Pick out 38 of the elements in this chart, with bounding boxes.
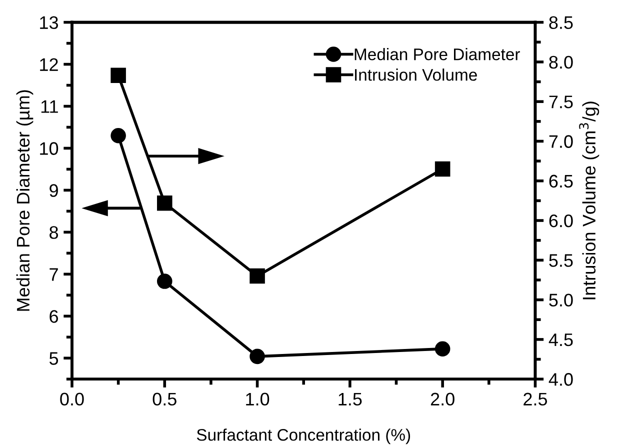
x-tick-label: 1.0 (246, 392, 270, 406)
legend-label: Median Pore Diameter (354, 48, 520, 60)
y2-tick-label: 8.5 (549, 16, 573, 30)
y-tick-label: 13 (40, 16, 58, 30)
y-tick-label: 6 (50, 310, 58, 323)
x-tick-label: 0.5 (152, 392, 176, 406)
point (434, 341, 450, 357)
point (434, 161, 450, 177)
point (110, 68, 126, 84)
y-tick-label: 9 (50, 184, 58, 197)
y-tick-label: 11 (41, 100, 58, 113)
x-tick-label: 2.0 (430, 392, 454, 406)
point (250, 268, 265, 284)
y2-tick-label: 5.0 (549, 294, 573, 307)
point (157, 195, 172, 211)
point (250, 348, 265, 364)
y2-tick-label: 8.0 (549, 56, 573, 69)
legend-label: Intrusion Volume (355, 68, 477, 81)
y-tick-label: 10 (40, 142, 58, 155)
y2-tick-label: 6.5 (549, 174, 573, 188)
y-axis-title: Median Pore Diameter (µm) (16, 90, 34, 311)
y-tick-label: 5 (49, 352, 58, 365)
x-axis-title: Surfactant Concentration (%) (196, 428, 410, 444)
y2-axis-title: Intrusion Volume (cm$^{3}$/g) (579, 102, 600, 300)
y2-tick-label: 7.5 (549, 96, 573, 108)
x-tick-label: 1.5 (338, 392, 362, 406)
y2-tick-label: 4.0 (548, 373, 573, 386)
x-tick-label: 0.0 (60, 392, 84, 406)
y2-tick-label: 4.5 (548, 334, 573, 346)
x-tick-label: 2.5 (524, 392, 548, 406)
y-tick-label: 12 (40, 58, 58, 71)
y2-tick-label: 5.5 (549, 254, 573, 267)
y-tick-label: 7 (50, 268, 58, 281)
point (110, 128, 126, 144)
y2-tick-label: 7.0 (549, 135, 573, 148)
point (157, 274, 172, 289)
y2-tick-label: 6.0 (549, 214, 573, 228)
y-tick-label: 8 (50, 226, 58, 239)
